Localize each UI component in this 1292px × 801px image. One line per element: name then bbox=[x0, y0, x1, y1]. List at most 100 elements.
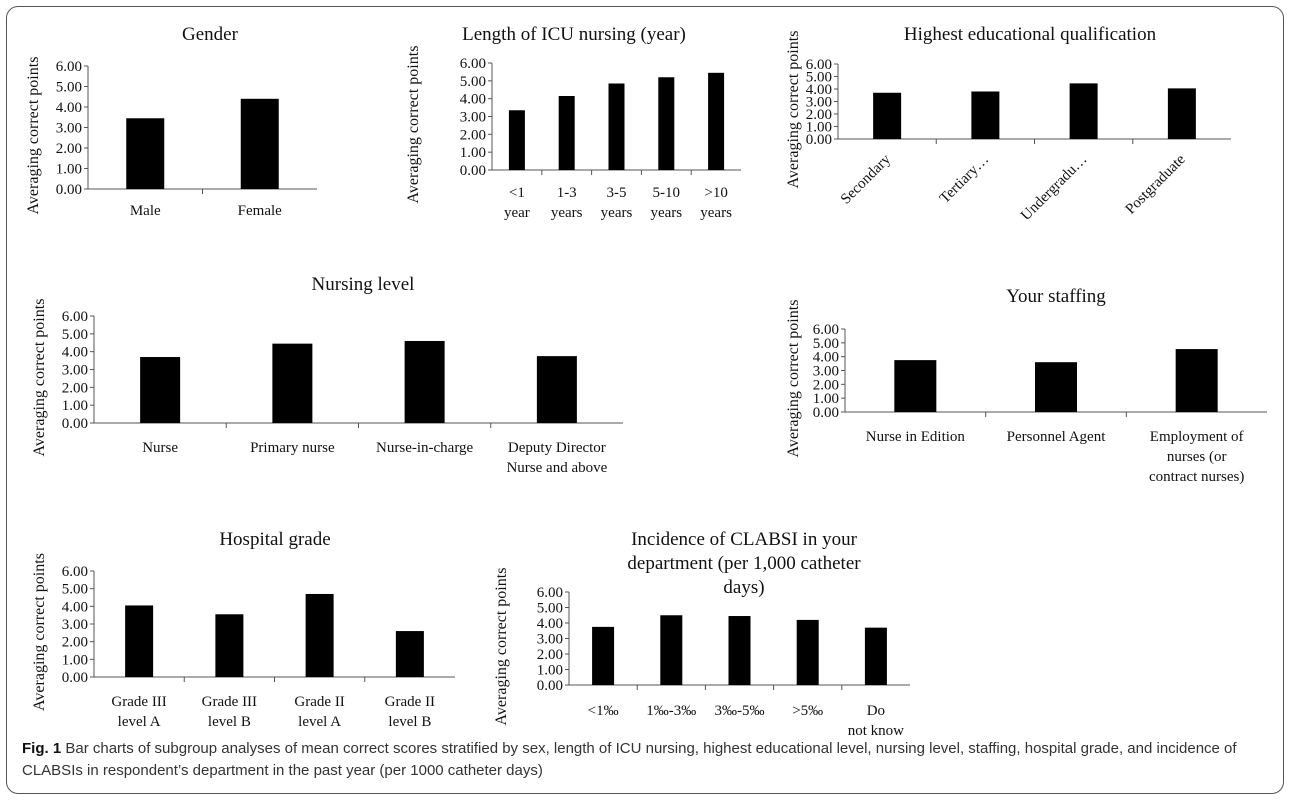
chart-title-line: Gender bbox=[182, 24, 239, 45]
y-tick-label: 3.00 bbox=[537, 632, 563, 648]
y-tick-label: 5.00 bbox=[806, 70, 832, 86]
y-tick-label: 6.00 bbox=[813, 322, 839, 338]
y-tick-label: 4.00 bbox=[537, 616, 563, 632]
y-tick-label: 0.00 bbox=[62, 416, 88, 432]
x-category-label-line: Do bbox=[867, 703, 885, 719]
y-tick-label: 5.00 bbox=[62, 327, 88, 343]
bar bbox=[660, 615, 683, 685]
y-tick-label: 2.00 bbox=[537, 647, 563, 663]
x-category-label-line: Nurse-in-charge bbox=[376, 440, 474, 456]
y-tick-label: 1.00 bbox=[806, 120, 832, 136]
x-category-label: 1‰-3‰ bbox=[646, 703, 696, 719]
x-category-label-line: Employment of bbox=[1150, 429, 1244, 445]
chart-title-line: department (per 1,000 catheter bbox=[627, 553, 861, 574]
x-category-label-line: Personnel Agent bbox=[1007, 429, 1107, 445]
x-category-label-line: Nurse bbox=[142, 440, 178, 456]
y-axis-label: Averaging correct points bbox=[31, 553, 48, 711]
x-category-label-line: level B bbox=[388, 714, 431, 730]
y-tick-label: 0.00 bbox=[56, 182, 82, 198]
x-category-label: Grade II level B bbox=[385, 694, 435, 730]
x-category-label: Female bbox=[238, 203, 282, 219]
y-tick-label: 2.00 bbox=[56, 141, 82, 157]
y-tick-label: 3.00 bbox=[806, 95, 832, 111]
x-category-label-line: years bbox=[650, 205, 682, 221]
x-category-label-line: Grade III bbox=[111, 694, 166, 710]
y-tick-label: 2.00 bbox=[460, 127, 486, 143]
chart-title: Highest educational qualification bbox=[904, 24, 1157, 45]
x-category-label: Grade III level A bbox=[111, 694, 166, 730]
y-tick-label: 5.00 bbox=[56, 80, 82, 96]
x-category-label: Secondary bbox=[838, 151, 894, 207]
bar bbox=[508, 110, 525, 170]
y-tick-label: 2.00 bbox=[813, 377, 839, 393]
x-category-label-line: Grade III bbox=[202, 694, 257, 710]
y-tick-label: 1.00 bbox=[62, 398, 88, 414]
bar bbox=[796, 619, 819, 685]
bar bbox=[536, 356, 577, 423]
x-category-label: Nurse bbox=[142, 440, 178, 456]
x-category-label-line: Grade II bbox=[385, 694, 435, 710]
x-category-label-line: 5-10 bbox=[653, 185, 681, 201]
bar-chart-panel-3: Highest educational qualification Averagi… bbox=[785, 24, 1231, 224]
x-category-label: 5-10 years bbox=[650, 185, 682, 221]
bar bbox=[240, 98, 279, 189]
y-tick-label: 3.00 bbox=[62, 363, 88, 379]
x-category-label: Primary nurse bbox=[250, 440, 335, 456]
bar bbox=[864, 627, 887, 685]
x-category-label-line: level A bbox=[118, 714, 161, 730]
y-axis-label: Averaging correct points bbox=[25, 57, 42, 215]
x-category-label-line: nurses (or bbox=[1167, 449, 1227, 465]
bar bbox=[592, 626, 615, 685]
x-category-label: Grade III level B bbox=[202, 694, 257, 730]
chart-title: Nursing level bbox=[312, 274, 415, 295]
x-category-label: >5‰ bbox=[792, 703, 823, 719]
bar bbox=[1167, 88, 1196, 139]
y-tick-label: 6.00 bbox=[460, 56, 486, 72]
y-tick-label: 0.00 bbox=[460, 163, 486, 179]
y-tick-label: 6.00 bbox=[806, 57, 832, 73]
bar bbox=[1175, 349, 1218, 412]
x-category-label: 1-3 years bbox=[551, 185, 583, 221]
y-tick-label: 2.00 bbox=[62, 635, 88, 651]
chart-title: Hospital grade bbox=[219, 529, 330, 550]
bar bbox=[1035, 362, 1077, 412]
x-category-label-line: contract nurses) bbox=[1149, 469, 1244, 485]
bar-chart-panel-5: Your staffing Averaging correct points 0.0… bbox=[785, 286, 1267, 485]
bar bbox=[608, 83, 625, 170]
x-category-label-line: Female bbox=[238, 203, 282, 219]
x-category-label-line: level A bbox=[298, 714, 341, 730]
y-tick-label: 3.00 bbox=[813, 364, 839, 380]
chart-title: Incidence of CLABSI in your department (p… bbox=[627, 529, 861, 598]
bar bbox=[404, 340, 445, 423]
x-category-label: Employment of nurses (or contract nurses) bbox=[1149, 429, 1244, 485]
bar-chart-panel-1: Gender Averaging correct points 0.00 1.00 2.… bbox=[25, 24, 317, 219]
bar bbox=[305, 593, 334, 677]
x-category-label: <1‰ bbox=[588, 703, 619, 719]
bar-chart-panel-4: Nursing level Averaging correct points 0.0… bbox=[31, 274, 623, 476]
x-category-label: Grade II level A bbox=[294, 694, 344, 730]
x-category-label-line: Nurse in Edition bbox=[866, 429, 966, 445]
bar bbox=[558, 95, 575, 170]
y-axis-label: Averaging correct points bbox=[405, 46, 422, 204]
y-tick-label: 3.00 bbox=[460, 110, 486, 126]
y-tick-label: 4.00 bbox=[460, 92, 486, 108]
x-category-label-line: >10 bbox=[704, 185, 727, 201]
bar bbox=[125, 605, 154, 677]
y-tick-label: 4.00 bbox=[62, 345, 88, 361]
x-category-label: Male bbox=[130, 203, 161, 219]
y-tick-label: 4.00 bbox=[62, 599, 88, 615]
bar-chart-panel-2: Length of ICU nursing (year) Averaging co… bbox=[405, 24, 741, 221]
y-tick-label: 5.00 bbox=[460, 74, 486, 90]
x-category-label: Tertiary… bbox=[937, 152, 992, 207]
y-tick-label: 1.00 bbox=[56, 162, 82, 178]
chart-title-line: Your staffing bbox=[1006, 286, 1106, 307]
x-category-label: 3‰-5‰ bbox=[715, 703, 765, 719]
x-category-label-line: Grade II bbox=[294, 694, 344, 710]
chart-title-line: Length of ICU nursing (year) bbox=[462, 24, 686, 45]
y-axis-label: Averaging correct points bbox=[785, 300, 802, 458]
bar bbox=[215, 614, 244, 677]
bar-chart-panel-7: Incidence of CLABSI in your department (p… bbox=[493, 529, 910, 739]
x-category-label-line: 3‰-5‰ bbox=[715, 703, 765, 719]
x-category-label-line: >5‰ bbox=[792, 703, 823, 719]
